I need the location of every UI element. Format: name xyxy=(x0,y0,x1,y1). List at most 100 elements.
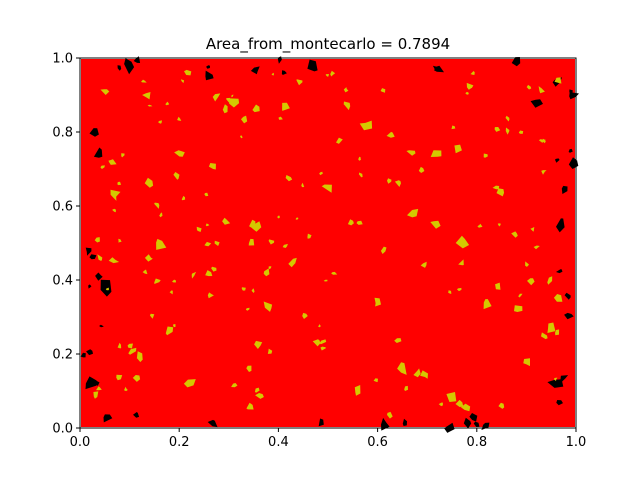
highlight-point xyxy=(159,212,163,218)
highlight-point xyxy=(374,297,381,307)
highlight-point xyxy=(211,266,217,272)
highlight-point xyxy=(208,163,216,170)
highlight-point xyxy=(100,165,105,169)
highlight-point xyxy=(212,93,221,102)
highlight-point xyxy=(318,324,321,328)
highlight-point xyxy=(394,338,402,343)
highlight-point xyxy=(263,268,270,277)
highlight-point xyxy=(343,87,349,93)
highlight-point xyxy=(457,287,462,292)
outside-point xyxy=(463,417,472,429)
x-tick-label: 1.0 xyxy=(566,435,587,450)
y-axis: 0.0 0.2 0.4 0.6 0.8 1.0 xyxy=(52,52,80,437)
highlight-point xyxy=(127,343,133,349)
highlight-point xyxy=(100,89,110,95)
highlight-point xyxy=(282,102,290,111)
highlight-point xyxy=(407,208,419,218)
outside-point xyxy=(117,65,122,71)
highlight-point xyxy=(380,246,387,254)
outside-point xyxy=(95,272,103,281)
highlight-point xyxy=(183,379,196,388)
x-axis: 0.0 0.2 0.4 0.6 0.8 1.0 xyxy=(70,428,587,450)
highlight-point xyxy=(207,292,214,299)
highlight-point xyxy=(97,254,103,261)
highlight-point xyxy=(404,385,408,391)
highlight-point xyxy=(448,290,452,294)
highlight-point xyxy=(320,346,327,351)
highlight-point xyxy=(128,347,137,355)
highlight-point xyxy=(430,150,442,157)
highlight-point xyxy=(241,115,248,124)
outside-point xyxy=(530,99,543,108)
outside-point xyxy=(561,185,568,194)
highlight-point xyxy=(394,180,401,187)
highlight-point xyxy=(191,271,197,279)
outside-point xyxy=(85,376,97,390)
highlight-point xyxy=(93,391,99,399)
outside-point xyxy=(381,417,390,431)
highlight-point xyxy=(144,177,154,188)
highlight-point xyxy=(96,386,102,391)
outside-point xyxy=(89,128,99,137)
highlight-point xyxy=(147,104,153,107)
highlight-point xyxy=(252,221,262,232)
highlight-point xyxy=(397,362,407,375)
outside-point xyxy=(564,312,574,320)
highlight-point xyxy=(319,171,323,176)
highlight-point xyxy=(420,261,427,268)
highlight-point xyxy=(110,189,121,201)
highlight-point xyxy=(229,98,240,108)
x-tick-label: 0.4 xyxy=(268,435,289,450)
outside-point xyxy=(205,70,214,81)
highlight-point xyxy=(277,215,280,219)
y-tick-label: 1.0 xyxy=(52,52,73,67)
highlight-point xyxy=(359,120,373,131)
highlight-point xyxy=(246,365,252,372)
outside-point xyxy=(80,352,86,358)
highlight-point xyxy=(295,217,299,220)
outside-point xyxy=(555,158,560,163)
highlight-point xyxy=(254,387,260,393)
highlight-point xyxy=(302,312,308,319)
highlight-point xyxy=(525,261,529,267)
highlight-point xyxy=(455,399,464,407)
outside-point xyxy=(511,57,521,67)
highlight-point xyxy=(458,259,464,266)
highlight-point xyxy=(205,270,213,277)
highlight-point xyxy=(530,227,535,232)
outside-point xyxy=(556,400,563,406)
highlight-point xyxy=(231,383,238,388)
y-tick-label: 0.0 xyxy=(52,422,73,437)
highlight-point xyxy=(226,97,232,104)
highlight-point xyxy=(94,237,100,243)
outside-point xyxy=(469,413,478,422)
highlight-point xyxy=(505,127,510,135)
highlight-point xyxy=(336,137,343,144)
highlight-point xyxy=(430,220,441,229)
highlight-point xyxy=(248,238,255,246)
highlight-point xyxy=(132,375,141,382)
highlight-point xyxy=(387,178,392,184)
highlight-point xyxy=(254,340,263,349)
highlight-point xyxy=(222,217,231,225)
highlight-point xyxy=(222,104,228,114)
highlight-point xyxy=(173,172,180,180)
highlight-point xyxy=(483,299,492,310)
highlight-point xyxy=(373,378,378,383)
highlight-point xyxy=(205,223,210,227)
highlight-point xyxy=(358,156,361,161)
outside-point xyxy=(402,418,407,426)
highlight-point xyxy=(204,192,209,197)
highlight-point xyxy=(282,243,288,248)
x-tick-label: 0.6 xyxy=(367,435,388,450)
highlight-point xyxy=(268,266,272,270)
highlight-point xyxy=(149,313,155,319)
highlight-point xyxy=(387,411,393,419)
highlight-point xyxy=(498,402,505,409)
x-tick-label: 0.8 xyxy=(466,435,487,450)
highlight-point xyxy=(285,175,293,182)
highlight-point xyxy=(231,94,234,98)
highlight-point xyxy=(181,195,186,201)
highlight-point xyxy=(136,351,143,363)
